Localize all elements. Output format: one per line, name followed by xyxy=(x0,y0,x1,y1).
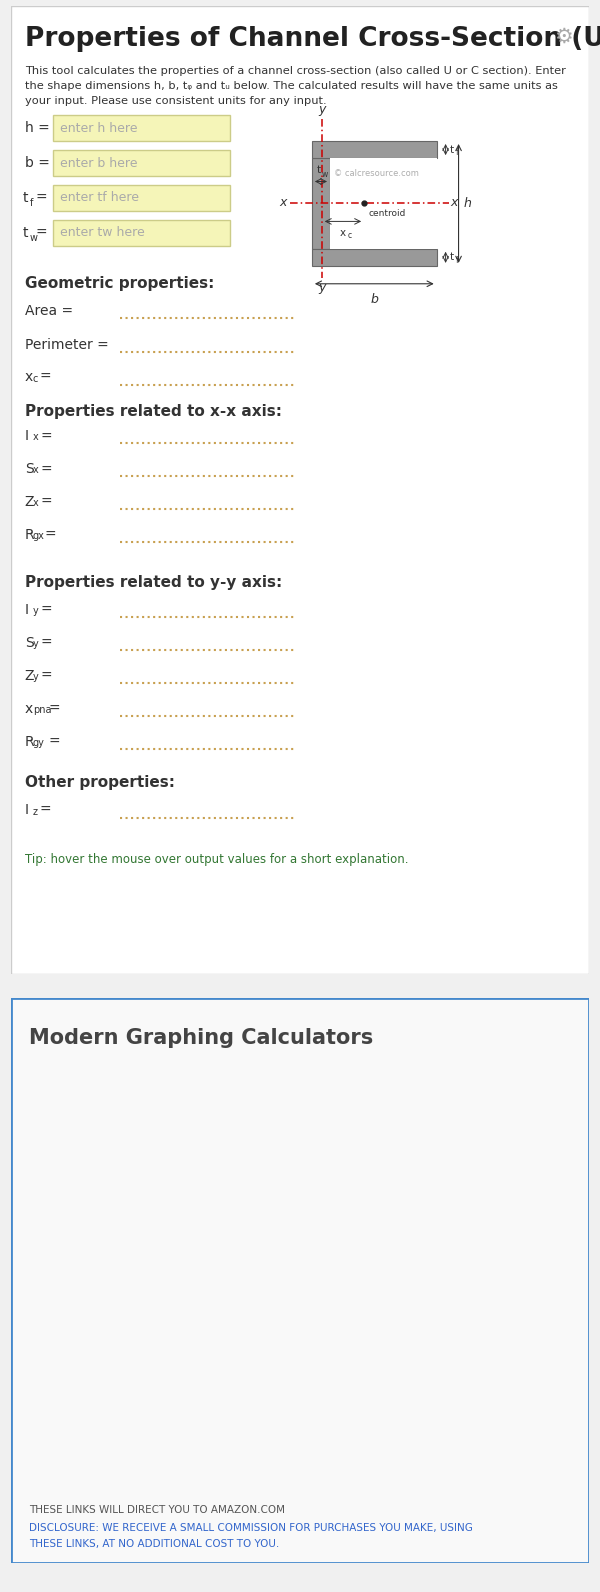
Text: =: = xyxy=(36,191,47,205)
Text: f: f xyxy=(30,197,33,209)
Bar xyxy=(312,158,330,248)
Text: centroid: centroid xyxy=(368,210,406,218)
Text: I: I xyxy=(25,430,29,444)
Text: x: x xyxy=(451,196,458,209)
Text: Z: Z xyxy=(25,669,34,683)
Text: =: = xyxy=(49,736,61,748)
Bar xyxy=(53,150,230,177)
Text: enter tw here: enter tw here xyxy=(59,226,145,239)
Text: =: = xyxy=(45,529,56,543)
Text: =: = xyxy=(36,226,47,240)
Text: gy: gy xyxy=(33,737,44,748)
Text: THESE LINKS, AT NO ADDITIONAL COST TO YOU.: THESE LINKS, AT NO ADDITIONAL COST TO YO… xyxy=(29,1539,279,1549)
Text: =: = xyxy=(41,495,52,509)
Text: b =: b = xyxy=(25,156,50,170)
Text: x: x xyxy=(33,498,38,508)
Text: © calcresource.com: © calcresource.com xyxy=(334,169,419,178)
Text: enter b here: enter b here xyxy=(59,156,137,169)
Text: =: = xyxy=(41,669,52,683)
Text: t: t xyxy=(317,164,321,175)
Text: I: I xyxy=(25,802,29,817)
Text: =: = xyxy=(40,802,52,817)
Text: c: c xyxy=(33,374,38,384)
Text: y: y xyxy=(33,638,38,650)
Text: THESE LINKS WILL DIRECT YOU TO AMAZON.COM: THESE LINKS WILL DIRECT YOU TO AMAZON.CO… xyxy=(29,1504,285,1516)
Text: t: t xyxy=(449,145,454,154)
Bar xyxy=(53,115,230,142)
Bar xyxy=(312,142,437,158)
Text: y: y xyxy=(318,280,326,295)
Text: x: x xyxy=(25,369,33,384)
Text: Perimeter =: Perimeter = xyxy=(25,338,109,352)
Text: =: = xyxy=(41,430,52,444)
Text: Geometric properties:: Geometric properties: xyxy=(25,275,214,291)
Bar xyxy=(312,248,437,266)
Text: t: t xyxy=(449,253,454,263)
Text: z: z xyxy=(33,807,38,817)
Text: y: y xyxy=(318,103,326,116)
Text: b: b xyxy=(370,293,378,306)
Text: t: t xyxy=(23,226,28,240)
Text: =: = xyxy=(41,603,52,618)
Text: y: y xyxy=(33,607,38,616)
Bar xyxy=(330,158,437,248)
Text: This tool calculates the properties of a channel cross-section (also called U or: This tool calculates the properties of a… xyxy=(25,67,566,76)
Text: x: x xyxy=(33,465,38,476)
Text: x: x xyxy=(340,228,346,239)
Text: Properties of Channel Cross-Section (U): Properties of Channel Cross-Section (U) xyxy=(25,27,600,53)
Text: Area =: Area = xyxy=(25,304,73,318)
Text: R: R xyxy=(25,529,34,543)
Text: w: w xyxy=(30,232,38,244)
Text: x: x xyxy=(33,433,38,443)
Text: S: S xyxy=(25,637,34,650)
Text: x: x xyxy=(280,196,287,209)
Text: Z: Z xyxy=(25,495,34,509)
Text: w: w xyxy=(322,169,328,178)
Text: enter h here: enter h here xyxy=(59,121,137,135)
Text: Properties related to x-x axis:: Properties related to x-x axis: xyxy=(25,403,282,419)
Text: =: = xyxy=(41,637,52,650)
Text: h: h xyxy=(464,197,472,210)
Text: h =: h = xyxy=(25,121,50,135)
Bar xyxy=(53,220,230,245)
Text: enter tf here: enter tf here xyxy=(59,191,139,204)
Text: ⚙: ⚙ xyxy=(554,27,573,46)
Text: I: I xyxy=(25,603,29,618)
Text: Tip: hover the mouse over output values for a short explanation.: Tip: hover the mouse over output values … xyxy=(25,853,408,866)
Text: c: c xyxy=(348,231,352,240)
Text: pna: pna xyxy=(33,705,51,715)
Bar xyxy=(53,185,230,210)
Text: =: = xyxy=(41,462,52,476)
Text: f: f xyxy=(455,148,458,158)
Text: your input. Please use consistent units for any input.: your input. Please use consistent units … xyxy=(25,96,326,107)
Text: DISCLOSURE: WE RECEIVE A SMALL COMMISSION FOR PURCHASES YOU MAKE, USING: DISCLOSURE: WE RECEIVE A SMALL COMMISSIO… xyxy=(29,1524,473,1533)
Text: Properties related to y-y axis:: Properties related to y-y axis: xyxy=(25,575,282,591)
Text: Modern Graphing Calculators: Modern Graphing Calculators xyxy=(29,1028,373,1049)
Text: R: R xyxy=(25,736,34,748)
Text: gx: gx xyxy=(33,532,44,541)
Text: t: t xyxy=(23,191,28,205)
Text: the shape dimensions h, b, tᵩ and tᵤ below. The calculated results will have the: the shape dimensions h, b, tᵩ and tᵤ bel… xyxy=(25,81,557,91)
Text: S: S xyxy=(25,462,34,476)
Text: =: = xyxy=(49,702,61,716)
Text: f: f xyxy=(455,256,458,264)
Text: x: x xyxy=(25,702,33,716)
Text: y: y xyxy=(33,672,38,681)
Text: Other properties:: Other properties: xyxy=(25,775,175,790)
Text: =: = xyxy=(40,369,52,384)
